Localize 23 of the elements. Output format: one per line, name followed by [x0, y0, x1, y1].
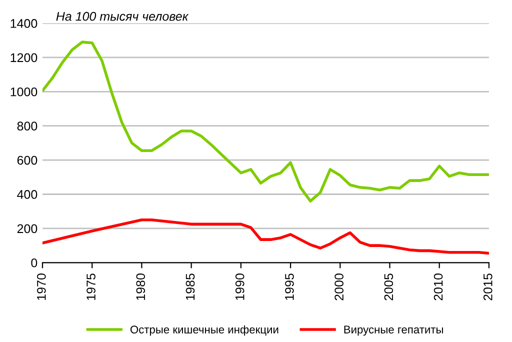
line-series	[42, 40, 489, 202]
y-tick-label: 1000	[10, 87, 38, 96]
x-tick-label: 2015	[483, 274, 492, 300]
x-tick-label: 1990	[235, 274, 244, 300]
legend-label: Вирусные гепатиты	[344, 326, 443, 336]
x-tick-label: 1975	[86, 274, 96, 300]
y-tick-label: 0	[31, 258, 38, 268]
x-tick-label: 1995	[285, 274, 294, 300]
x-tick-label: 1980	[136, 274, 146, 300]
y-tick-label: 400	[17, 190, 38, 199]
y-tick-label: 200	[17, 224, 38, 234]
x-tick-label: 2010	[434, 274, 443, 300]
x-tick-label: 1970	[37, 274, 46, 300]
legend-label: Острые кишечные инфекции	[130, 325, 278, 336]
x-tick-label: 2000	[334, 274, 344, 300]
y-tick-label: 800	[17, 122, 38, 131]
line-series	[42, 218, 489, 255]
y-tick-label: 1400	[10, 19, 38, 28]
x-tick-label: 2005	[384, 274, 394, 300]
x-tick-label: 1985	[186, 274, 195, 300]
y-tick-label: 1200	[10, 53, 38, 62]
y-tick-label: 600	[17, 156, 38, 165]
chart-title: На 100 тысяч человек	[56, 12, 189, 21]
